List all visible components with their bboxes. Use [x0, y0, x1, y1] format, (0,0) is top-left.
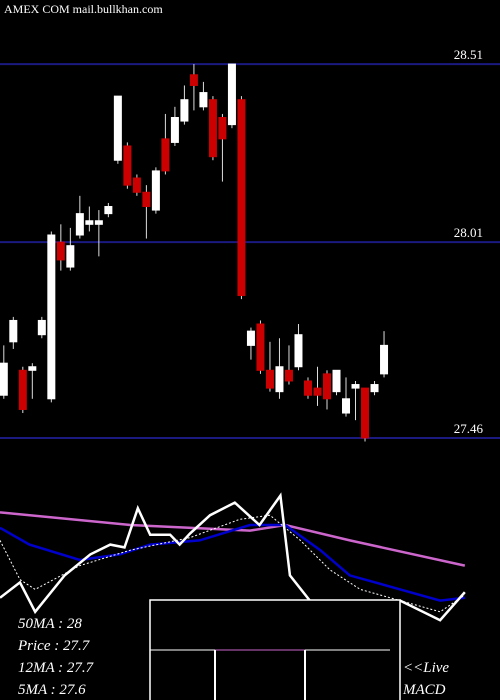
candle-body — [208, 99, 217, 158]
candle-body — [284, 369, 293, 382]
y-tick-label: 28.01 — [454, 225, 483, 240]
candle-body — [199, 92, 208, 108]
candle-body — [85, 220, 94, 225]
candle-body — [189, 74, 198, 86]
candle-body — [361, 387, 370, 439]
candle-body — [123, 145, 132, 186]
candle-body — [370, 384, 379, 393]
candle-body — [151, 170, 160, 211]
info-box — [149, 599, 401, 700]
candle-body — [0, 362, 8, 396]
indicator-line — [0, 511, 466, 567]
candle-body — [322, 373, 331, 400]
candle-body — [237, 99, 246, 297]
candle-body — [265, 369, 274, 389]
candle-body — [28, 366, 37, 371]
indicator-line — [0, 523, 465, 602]
candle-body — [104, 206, 113, 215]
candle-body — [75, 213, 84, 236]
candle-body — [37, 319, 46, 336]
live-label: <<Live — [403, 660, 449, 676]
candle-body — [142, 191, 151, 208]
info-line: 5MA : 27.6 — [18, 682, 86, 698]
info-line: Price : 27.7 — [17, 638, 91, 654]
candle-body — [313, 387, 322, 396]
candle-body — [246, 330, 255, 346]
candle-body — [227, 63, 236, 126]
chart-title: AMEX COM mail.bullkhan.com — [4, 2, 163, 16]
indicator-line — [0, 514, 466, 613]
candle-body — [303, 380, 312, 396]
candle-body — [9, 319, 18, 343]
candle-body — [380, 344, 389, 375]
candle-body — [170, 117, 179, 143]
candle-body — [294, 334, 303, 368]
y-tick-label: 27.46 — [454, 421, 484, 436]
candle-body — [161, 138, 170, 172]
candle-body — [275, 366, 284, 393]
y-tick-label: 28.51 — [454, 47, 483, 62]
candle-body — [47, 234, 56, 400]
candle-body — [342, 398, 351, 414]
candle-body — [66, 245, 75, 268]
candle-body — [56, 241, 65, 261]
info-line: 50MA : 28 — [18, 616, 82, 632]
info-line: 12MA : 27.7 — [18, 660, 95, 676]
candle-body — [332, 369, 341, 393]
candle-body — [113, 95, 122, 161]
candle-body — [256, 323, 265, 371]
price-panel: 28.51 28.01 27.46 — [0, 47, 500, 442]
candle-body — [18, 369, 27, 410]
candle-body — [132, 177, 141, 193]
candle-body — [180, 99, 189, 122]
macd-label: MACD — [402, 682, 446, 698]
candle-body — [351, 384, 360, 389]
candle-body — [218, 117, 227, 140]
candle-body — [94, 220, 103, 225]
